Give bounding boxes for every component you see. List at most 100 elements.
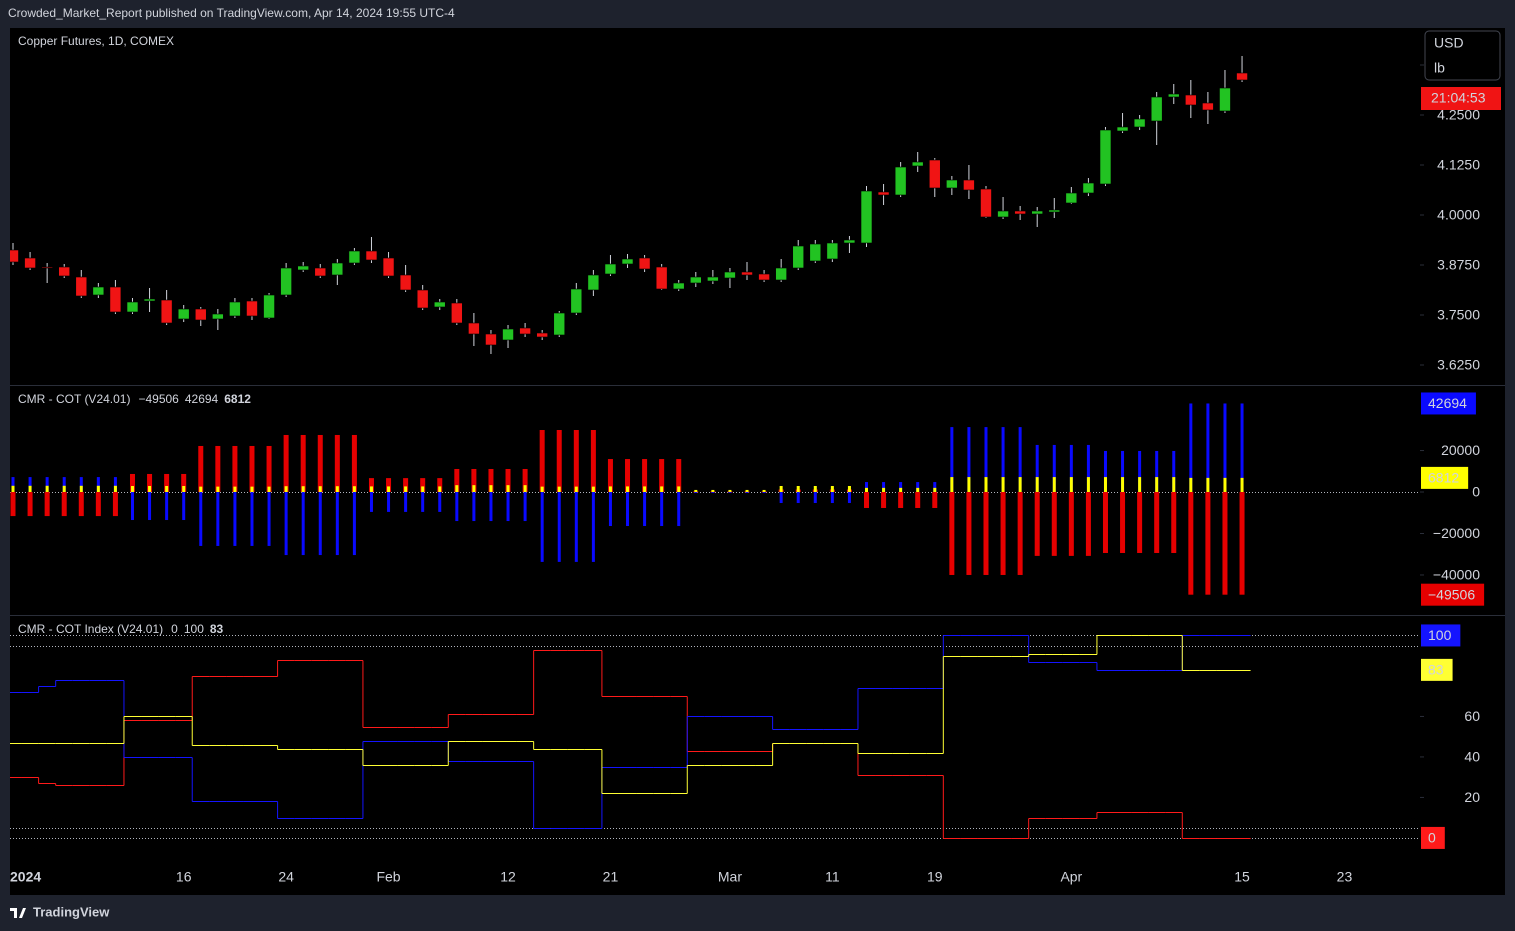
- y-tick-label: 60: [1464, 708, 1480, 724]
- x-tick-label: 2024: [10, 869, 41, 885]
- candle-body: [92, 286, 105, 296]
- cot-bar: [1086, 477, 1090, 493]
- indicator-title: CMR - COT (V24.01): [18, 392, 130, 406]
- candle-body: [1133, 118, 1146, 128]
- unit-label: lb: [1434, 60, 1445, 76]
- cot-bar: [1121, 477, 1125, 493]
- cot-bar: [455, 485, 459, 493]
- candle-body: [365, 250, 378, 261]
- value-tag: [1421, 624, 1461, 647]
- candle-body: [621, 258, 634, 265]
- cot-bar: [45, 477, 49, 493]
- cot-bar: [608, 486, 612, 493]
- cot-bar: [147, 473, 153, 493]
- cot-bar: [916, 482, 920, 493]
- cot-bar: [933, 487, 937, 493]
- candle-body: [1065, 192, 1078, 204]
- candle-body: [689, 276, 702, 284]
- candle-body: [10, 249, 19, 263]
- unit-box[interactable]: USD lb: [1424, 30, 1501, 81]
- cot-bar: [129, 473, 135, 493]
- x-tick-label: 16: [176, 869, 192, 885]
- cot-bar: [250, 492, 254, 546]
- candle-body: [553, 312, 566, 336]
- cot-bar: [796, 492, 800, 504]
- cot-bar: [62, 477, 66, 493]
- cot-bar: [438, 486, 442, 493]
- cot-bar: [1034, 492, 1040, 556]
- candle-body: [741, 271, 753, 276]
- candle-body: [1048, 209, 1061, 213]
- y-tick-label: 20000: [1441, 442, 1480, 458]
- candle-body: [1099, 129, 1112, 185]
- cot-bar: [232, 445, 238, 493]
- cot-bar: [334, 434, 340, 493]
- cot-bar: [352, 486, 356, 493]
- cot-bar: [1103, 450, 1107, 493]
- indicator-title: CMR - COT Index (V24.01): [18, 622, 163, 636]
- cot-bar: [216, 492, 220, 546]
- cot-bar: [369, 486, 373, 493]
- cot-bar: [215, 445, 221, 493]
- countdown-box: [1421, 87, 1501, 110]
- price-pane: [10, 56, 1248, 354]
- cot-bar: [472, 492, 476, 522]
- cot-bar: [966, 492, 972, 575]
- candle-body: [246, 300, 258, 317]
- cot-bar: [198, 445, 204, 493]
- cot-bar: [540, 486, 544, 493]
- candle-body: [536, 332, 548, 338]
- candle-body: [58, 266, 71, 277]
- publish-header: Crowded_Market_Report published on Tradi…: [8, 6, 455, 20]
- legend-value: 0: [171, 622, 178, 636]
- candle-body: [1236, 72, 1248, 81]
- cot-bar: [659, 459, 665, 493]
- candle-body: [280, 267, 292, 296]
- cot-bar: [1189, 403, 1193, 493]
- candle-body: [126, 301, 139, 313]
- cot-index-pane: [10, 635, 1420, 839]
- candle-body: [1185, 94, 1197, 106]
- y-tick-label: 4.2500: [1437, 107, 1480, 123]
- cot-bar: [625, 459, 631, 493]
- cot-bar: [471, 468, 477, 493]
- cot-bar: [881, 492, 887, 508]
- cot-bar: [79, 477, 83, 493]
- cot-bar: [420, 478, 426, 493]
- x-tick-label: Apr: [1060, 869, 1082, 885]
- cot-bar: [660, 492, 664, 527]
- cot-bar: [607, 459, 613, 493]
- candle-body: [41, 266, 53, 269]
- cot-bar: [1018, 477, 1022, 493]
- cot-bar: [899, 487, 903, 493]
- cot-bar: [898, 492, 904, 508]
- cot-bar: [165, 492, 169, 521]
- cot-bar: [44, 492, 50, 517]
- x-tick-label: 24: [278, 869, 294, 885]
- cot-bar: [1172, 450, 1176, 493]
- value-tag-label: 83: [1428, 662, 1444, 678]
- cot-bar: [540, 492, 544, 562]
- candle-body: [1031, 210, 1043, 215]
- cot-bar: [387, 492, 391, 512]
- cot-bar: [318, 492, 322, 556]
- cot-bar: [1069, 477, 1073, 493]
- candle-body: [263, 294, 275, 319]
- candle-body: [638, 257, 651, 270]
- cot-bar: [164, 473, 170, 493]
- cot-bar: [745, 492, 749, 494]
- brand[interactable]: TradingView: [10, 904, 110, 919]
- y-tick-label: 4.1250: [1437, 157, 1480, 173]
- cot-bar: [301, 486, 305, 493]
- cot-bar: [335, 492, 339, 556]
- value-tag: [1421, 826, 1445, 849]
- cot-bar: [1138, 450, 1142, 493]
- cot-bar: [437, 478, 443, 493]
- cot-bar: [181, 473, 187, 493]
- cot-bar: [864, 492, 869, 508]
- cot-bar: [249, 445, 255, 493]
- cot-bar: [368, 478, 374, 493]
- candle-body: [314, 267, 327, 277]
- cot-bar: [830, 486, 834, 493]
